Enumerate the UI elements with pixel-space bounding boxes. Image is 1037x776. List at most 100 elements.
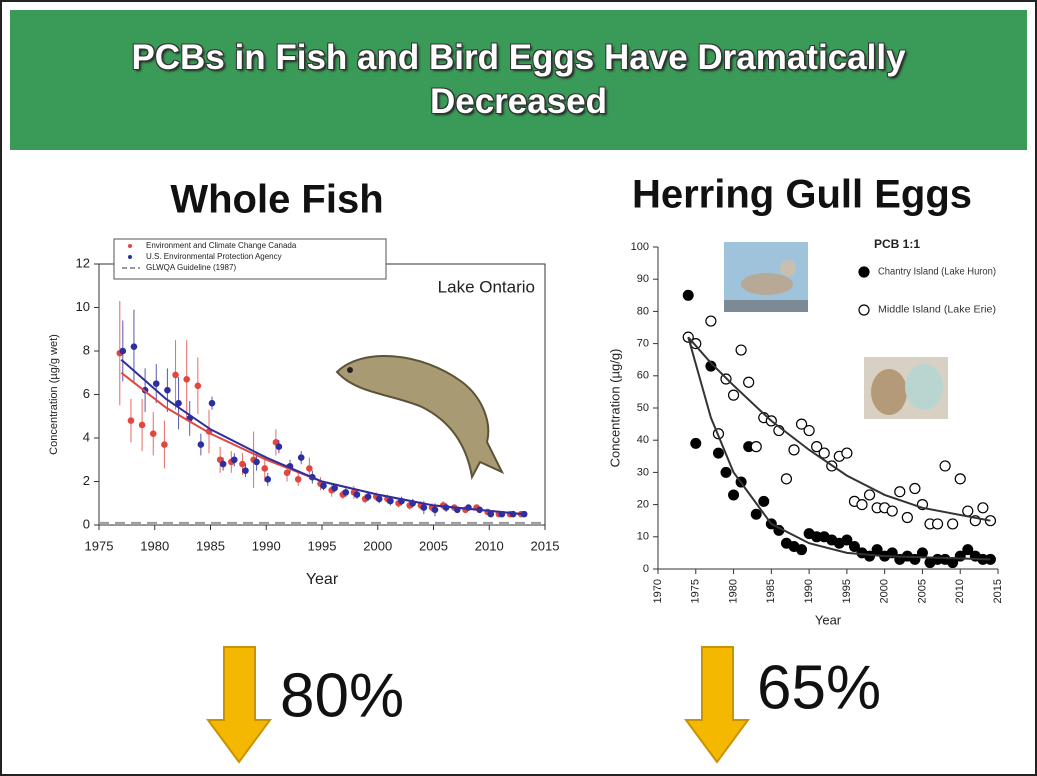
data-point (895, 487, 905, 497)
data-point (332, 485, 338, 491)
x-tick-label: 1980 (727, 579, 739, 603)
data-point (804, 426, 814, 436)
data-point (713, 448, 723, 458)
legend-label: Environment and Climate Change Canada (146, 241, 297, 250)
legend-marker (859, 267, 869, 277)
y-tick-label: 40 (637, 434, 649, 446)
x-tick-label: 1995 (308, 538, 337, 553)
x-tick-label: 1985 (196, 538, 225, 553)
x-tick-label: 2010 (954, 579, 966, 603)
data-point (781, 474, 791, 484)
data-point (857, 500, 867, 510)
gull-photo (724, 242, 808, 312)
data-point (139, 422, 145, 428)
x-tick-label: 2015 (992, 579, 1004, 603)
data-point (865, 490, 875, 500)
charts: 80% 65% Whole Fish0246810121975198019851… (2, 2, 1035, 774)
y-tick-label: 2 (83, 473, 90, 488)
data-point (887, 506, 897, 516)
data-point (683, 290, 693, 300)
x-tick-label: 1990 (252, 538, 281, 553)
legend-marker (859, 305, 869, 315)
data-point (262, 466, 268, 472)
data-point (940, 461, 950, 471)
fish-illustration (337, 356, 502, 477)
data-point (128, 418, 134, 424)
x-tick-label: 1970 (652, 579, 664, 603)
data-point (729, 490, 739, 500)
y-tick-label: 10 (76, 299, 90, 314)
data-point (736, 345, 746, 355)
data-point (265, 477, 271, 483)
x-tick-label: 1975 (690, 579, 702, 603)
y-tick-label: 8 (83, 342, 90, 357)
data-point (165, 387, 171, 393)
data-point (295, 477, 301, 483)
x-tick-label: 2010 (475, 538, 504, 553)
x-axis-title: Year (815, 612, 842, 627)
data-point (365, 494, 371, 500)
data-point (902, 512, 912, 522)
data-point (933, 519, 943, 529)
y-tick-label: 30 (637, 466, 649, 478)
legend-label: Middle Island (Lake Erie) (878, 305, 996, 316)
down-arrow (208, 647, 270, 762)
data-point (153, 381, 159, 387)
data-point (243, 468, 249, 474)
x-tick-label: 1980 (140, 538, 169, 553)
data-point (388, 498, 394, 504)
y-tick-label: 50 (637, 402, 649, 414)
y-tick-label: 90 (637, 273, 649, 285)
legend-label: Chantry Island (Lake Huron) (878, 267, 996, 278)
data-point (284, 470, 290, 476)
x-tick-label: 2000 (879, 579, 891, 603)
data-point (162, 442, 168, 448)
data-point (432, 507, 438, 513)
x-tick-label: 2005 (916, 579, 928, 603)
y-tick-label: 4 (83, 429, 90, 444)
y-tick-label: 10 (637, 531, 649, 543)
data-point (343, 490, 349, 496)
data-point (131, 344, 137, 350)
legend-marker (128, 255, 132, 259)
data-point (421, 505, 427, 511)
legend-marker (128, 244, 132, 248)
legend-label: GLWQA Guideline (1987) (146, 263, 236, 272)
y-tick-label: 12 (76, 255, 90, 270)
y-tick-label: 20 (637, 499, 649, 511)
reduction-label: 80% (280, 661, 404, 730)
y-tick-label: 60 (637, 370, 649, 382)
data-point (691, 438, 701, 448)
y-tick-label: 0 (83, 516, 90, 531)
y-tick-label: 80 (637, 305, 649, 317)
data-point (209, 400, 215, 406)
data-point (978, 503, 988, 513)
y-axis-title: Concentration (µg/g wet) (48, 334, 60, 455)
y-tick-label: 6 (83, 386, 90, 401)
data-point (120, 348, 126, 354)
y-tick-label: 100 (631, 241, 649, 253)
y-tick-label: 0 (643, 563, 649, 575)
x-tick-label: 1985 (765, 579, 777, 603)
data-point (173, 372, 179, 378)
y-tick-label: 70 (637, 338, 649, 350)
chart-title: Herring Gull Eggs (632, 173, 972, 217)
data-point (842, 448, 852, 458)
data-point (751, 442, 761, 452)
data-point (276, 444, 282, 450)
x-tick-label: 1975 (85, 538, 114, 553)
data-point (254, 459, 260, 465)
eggs-photo (864, 357, 948, 419)
data-point (240, 461, 246, 467)
legend-label: U.S. Environmental Protection Agency (146, 252, 282, 261)
y-axis-title: Concentration (µg/g) (607, 349, 622, 468)
data-point (321, 483, 327, 489)
x-tick-label: 2000 (363, 538, 392, 553)
data-point (759, 496, 769, 506)
data-point (198, 442, 204, 448)
x-axis-title: Year (306, 571, 339, 588)
data-point (195, 383, 201, 389)
data-point (220, 461, 226, 467)
data-point (184, 376, 190, 382)
data-point (789, 445, 799, 455)
